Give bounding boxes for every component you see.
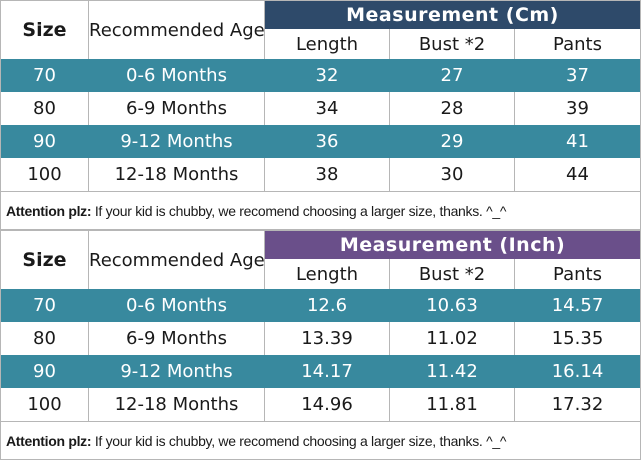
table-row: 90 9-12 Months 36 29 41 bbox=[1, 125, 641, 158]
note-row: Attention plz: If your kid is chubby, we… bbox=[1, 191, 641, 229]
header-row-columns: Length Bust *2 Pants bbox=[1, 259, 640, 289]
attention-note-label: Attention plz: bbox=[6, 432, 92, 449]
age-cell: 0-6 Months bbox=[89, 289, 265, 322]
table-row: 80 6-9 Months 13.39 11.02 15.35 bbox=[1, 322, 640, 355]
age-cell: 0-6 Months bbox=[89, 59, 265, 92]
bust-cell: 27 bbox=[390, 59, 515, 92]
length-cell: 13.39 bbox=[265, 322, 390, 355]
col-header-bust: Bust *2 bbox=[390, 259, 515, 289]
size-cell: 70 bbox=[1, 59, 89, 92]
length-cell: 14.17 bbox=[265, 355, 390, 388]
bust-cell: 11.42 bbox=[390, 355, 515, 388]
pants-cell: 44 bbox=[566, 164, 589, 185]
bust-cell: 11.02 bbox=[390, 322, 515, 355]
size-cell: 100 bbox=[1, 388, 89, 421]
pants-cell: 39 bbox=[566, 98, 589, 119]
attention-note-label: Attention plz: bbox=[6, 202, 92, 219]
age-column-header: Recommended Age bbox=[89, 231, 265, 289]
attention-note: Attention plz: If your kid is chubby, we… bbox=[1, 191, 641, 229]
size-cell: 70 bbox=[1, 289, 89, 322]
pants-cell: 15.35 bbox=[551, 328, 604, 349]
header-row-title: Size Recommended Age Measurement (Cm) bbox=[1, 1, 641, 59]
size-column-header: Size bbox=[1, 231, 89, 289]
length-cell: 12.6 bbox=[265, 289, 390, 322]
col-header-length: Length bbox=[265, 259, 390, 289]
pants-cell: 14.57 bbox=[515, 289, 640, 322]
table-row: 100 12-18 Months 14.96 11.81 17.32 bbox=[1, 388, 640, 421]
age-cell: 12-18 Months bbox=[89, 388, 265, 421]
age-column-header: Recommended Age bbox=[89, 1, 265, 59]
age-cell: 6-9 Months bbox=[89, 92, 265, 125]
size-cell: 100 bbox=[1, 158, 89, 191]
table-row: 70 0-6 Months 12.6 10.63 14.57 bbox=[1, 289, 640, 322]
table-row: 80 6-9 Months 34 28 39 bbox=[1, 92, 640, 125]
measurement-title-inch: Measurement (Inch) bbox=[265, 231, 640, 259]
pants-cell: 16.14 bbox=[515, 355, 640, 388]
pants-cell: 41 bbox=[515, 125, 641, 158]
length-cell: 32 bbox=[265, 59, 390, 92]
note-row: Attention plz: If your kid is chubby, we… bbox=[1, 421, 640, 459]
header-row-title: Size Recommended Age Measurement (Inch) bbox=[1, 231, 640, 289]
pants-cell: 37 bbox=[515, 59, 641, 92]
bust-cell: 29 bbox=[390, 125, 515, 158]
bust-cell: 10.63 bbox=[390, 289, 515, 322]
col-header-length: Length bbox=[265, 29, 390, 59]
header-row-columns: Length Bust *2 Pants bbox=[1, 29, 640, 59]
age-cell: 6-9 Months bbox=[89, 322, 265, 355]
length-cell: 38 bbox=[265, 158, 390, 191]
attention-note-text: If your kid is chubby, we recomend choos… bbox=[94, 202, 507, 219]
size-cell: 90 bbox=[1, 355, 89, 388]
length-cell: 36 bbox=[265, 125, 390, 158]
size-table-cm: Size Recommended Age Measurement (Cm) Le… bbox=[0, 0, 641, 230]
pants-cell: 17.32 bbox=[551, 394, 604, 415]
size-cell: 80 bbox=[1, 92, 89, 125]
col-header-pants: Pants bbox=[553, 33, 602, 55]
attention-note: Attention plz: If your kid is chubby, we… bbox=[1, 421, 640, 459]
bust-cell: 30 bbox=[390, 158, 515, 191]
attention-note-text: If your kid is chubby, we recomend choos… bbox=[94, 432, 507, 449]
col-header-bust: Bust *2 bbox=[390, 29, 515, 59]
size-table-inch: Size Recommended Age Measurement (Inch) … bbox=[0, 230, 641, 460]
age-cell: 9-12 Months bbox=[89, 355, 265, 388]
length-cell: 14.96 bbox=[265, 388, 390, 421]
length-cell: 34 bbox=[265, 92, 390, 125]
table-row: 100 12-18 Months 38 30 44 bbox=[1, 158, 640, 191]
table-row: 70 0-6 Months 32 27 37 bbox=[1, 59, 641, 92]
size-cell: 80 bbox=[1, 322, 89, 355]
size-cell: 90 bbox=[1, 125, 89, 158]
bust-cell: 28 bbox=[390, 92, 515, 125]
size-column-header: Size bbox=[1, 1, 89, 59]
measurement-title-cm: Measurement (Cm) bbox=[265, 1, 641, 29]
age-cell: 9-12 Months bbox=[89, 125, 265, 158]
col-header-pants: Pants bbox=[553, 263, 602, 285]
age-cell: 12-18 Months bbox=[89, 158, 265, 191]
bust-cell: 11.81 bbox=[390, 388, 515, 421]
table-row: 90 9-12 Months 14.17 11.42 16.14 bbox=[1, 355, 640, 388]
